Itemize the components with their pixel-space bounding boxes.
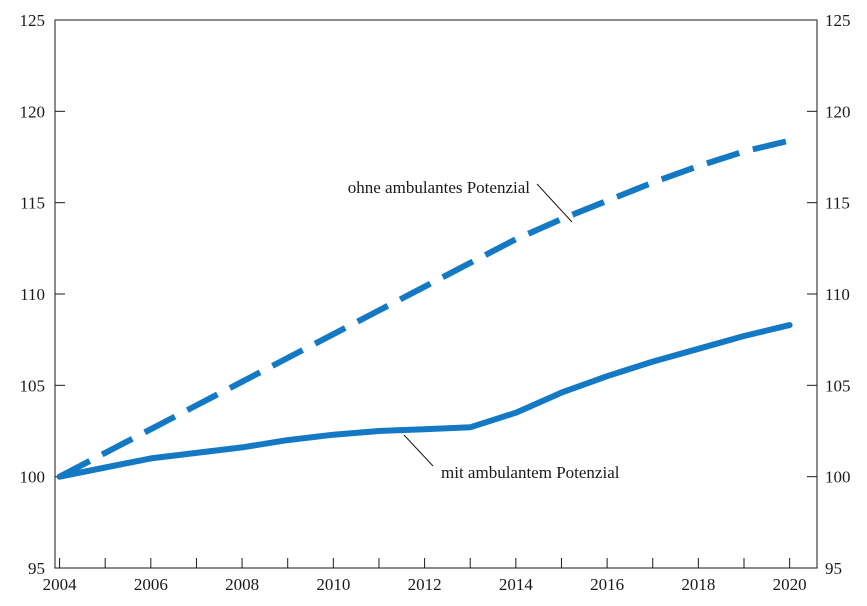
plot-frame: [54, 19, 818, 569]
x-tick-label: 2004: [43, 575, 78, 594]
y-tick-label-left: 95: [28, 559, 45, 578]
series-line-ohne-ambulantes-potenzial: [58, 137, 791, 480]
x-tick-label: 2006: [134, 575, 168, 594]
series-lines: [56, 137, 793, 480]
annotations: ohne ambulantes Potenzial mit ambulantem …: [348, 178, 620, 482]
axes: [54, 19, 818, 569]
y-tick-label-right: 110: [825, 285, 850, 304]
y-tick-label-right: 100: [825, 468, 851, 487]
series-line-mit-ambulantem-potenzial: [56, 322, 793, 480]
x-tick-label: 2014: [499, 575, 534, 594]
y-tick-label-right: 125: [825, 11, 851, 30]
annotation-label: ohne ambulantes Potenzial: [348, 178, 531, 197]
x-tick-label: 2010: [316, 575, 350, 594]
x-tick-label: 2020: [773, 575, 807, 594]
y-tick-label-left: 110: [20, 285, 45, 304]
y-tick-label-left: 115: [20, 194, 45, 213]
annotation-leader-line: [536, 183, 573, 223]
x-tick-label: 2008: [225, 575, 259, 594]
y-tick-label-left: 105: [20, 376, 46, 395]
annotation-leader-line: [403, 434, 434, 467]
y-tick-label-right: 105: [825, 376, 851, 395]
y-tick-label-left: 100: [20, 468, 46, 487]
y-tick-label-right: 120: [825, 102, 851, 121]
y-tick-label-left: 125: [20, 11, 46, 30]
x-tick-label: 2018: [681, 575, 715, 594]
annotation-label: mit ambulantem Potenzial: [441, 463, 620, 482]
y-tick-label-left: 120: [20, 102, 46, 121]
x-tick-label: 2016: [590, 575, 624, 594]
tick-marks: [55, 19, 817, 569]
y-tick-label-right: 115: [825, 194, 850, 213]
x-tick-label: 2012: [408, 575, 442, 594]
tick-labels: 2004 2006 2008 2010 2012 2014 2016 2018 2020 95 95…: [20, 11, 851, 594]
y-tick-label-right: 95: [825, 559, 842, 578]
